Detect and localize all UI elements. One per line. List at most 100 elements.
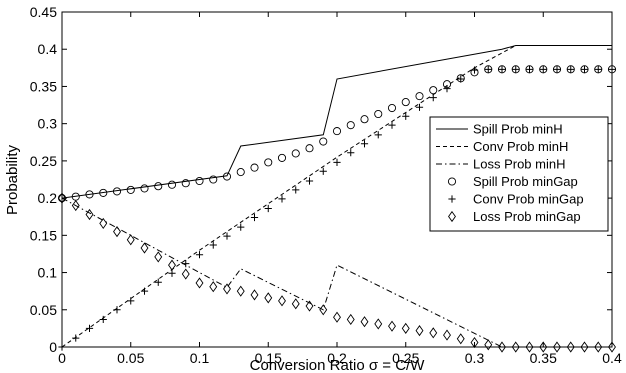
data-point-loss-prob-mingap [305,300,314,312]
data-point-conv-prob-mingap [319,167,327,175]
data-point-loss-prob-mingap [154,251,163,263]
data-point-loss-prob-mingap [291,298,300,310]
data-point-conv-prob-mingap [539,65,547,73]
y-tick-label: 0.2 [38,190,58,206]
legend: Spill Prob minH Conv Prob minH Loss Prob m… [429,116,609,232]
data-point-conv-prob-mingap [223,232,231,240]
data-point-conv-prob-mingap [512,65,520,73]
data-point-conv-prob-mingap [402,112,410,120]
data-point-conv-prob-mingap [250,213,259,222]
x-tick-label: 0.25 [392,350,419,366]
data-point-loss-prob-mingap [195,277,204,289]
data-point-loss-prob-mingap [85,208,94,221]
data-point-spill-prob-mingap [250,163,259,172]
data-point-loss-prob-mingap [319,304,328,316]
data-point-conv-prob-mingap [99,315,107,324]
data-point-loss-prob-mingap [278,295,286,307]
data-point-loss-prob-mingap [113,226,121,238]
data-point-loss-prob-mingap [443,329,451,341]
data-point-loss-prob-mingap [360,316,369,328]
data-point-spill-prob-mingap [374,109,383,119]
x-tick-label: 0.1 [190,350,210,366]
data-point-loss-prob-mingap [511,341,520,353]
data-point-loss-prob-mingap [264,292,273,304]
data-point-conv-prob-mingap [278,195,286,203]
data-point-spill-prob-mingap [222,172,232,181]
x-tick-label: 0.15 [255,350,282,366]
data-point-loss-prob-mingap [126,234,135,246]
legend-label: Loss Prob minH [473,157,565,172]
data-point-loss-prob-mingap [553,341,561,353]
y-axis-label: Probability [4,144,21,215]
series-conv-prob-mingap [58,65,616,351]
data-point-loss-prob-mingap [209,281,218,293]
data-point-spill-prob-mingap [332,127,342,136]
data-point-spill-prob-mingap [415,92,424,101]
data-point-spill-prob-mingap [277,153,287,162]
data-point-conv-prob-mingap [72,334,80,342]
data-point-conv-prob-mingap [429,94,437,102]
data-point-spill-prob-mingap [85,190,94,199]
data-point-spill-prob-mingap [319,137,328,146]
data-point-conv-prob-mingap [237,223,245,231]
data-point-spill-prob-mingap [305,144,314,153]
legend-label: Loss Prob minGap [473,209,581,224]
data-point-conv-prob-mingap [154,278,162,286]
legend-swatch [448,210,456,223]
data-point-loss-prob-mingap [580,341,589,353]
x-tick-label: 0 [58,350,66,366]
legend-swatch [448,195,456,203]
data-point-loss-prob-mingap [498,341,506,353]
data-point-spill-prob-mingap [401,98,410,107]
data-point-conv-prob-mingap [85,324,94,332]
data-point-spill-prob-mingap [140,184,149,193]
y-tick-label: 0 [49,339,57,355]
y-tick-label: 0.35 [30,78,57,94]
data-point-loss-prob-mingap [250,289,259,301]
y-tick-label: 0.3 [38,116,58,132]
data-point-loss-prob-mingap [484,339,493,351]
data-point-loss-prob-mingap [566,341,575,353]
y-tick-label: 0.1 [38,265,58,281]
data-point-conv-prob-mingap [457,75,465,83]
data-point-spill-prob-mingap [181,179,190,188]
data-point-conv-prob-mingap [388,121,396,129]
data-point-loss-prob-mingap [99,217,108,230]
data-point-spill-prob-mingap [264,158,273,167]
data-point-conv-prob-mingap [264,204,272,213]
data-point-spill-prob-mingap [360,115,369,124]
data-point-conv-prob-mingap [498,65,506,73]
x-axis-label: Conversion Ratio σ = C/W [250,357,426,373]
y-tick-label: 0.4 [38,41,58,57]
legend-label: Spill Prob minGap [473,174,578,189]
data-point-spill-prob-mingap [429,86,438,95]
x-tick-label: 0.4 [602,350,622,366]
data-point-spill-prob-mingap [291,149,300,158]
data-point-spill-prob-mingap [346,121,355,130]
data-point-loss-prob-mingap [525,341,534,353]
legend-label: Spill Prob minH [473,122,563,137]
data-point-conv-prob-mingap [470,66,479,74]
data-point-loss-prob-mingap [168,259,176,271]
data-point-loss-prob-mingap [415,325,424,337]
data-point-loss-prob-mingap [594,341,603,353]
data-point-spill-prob-mingap [236,168,245,177]
data-point-loss-prob-mingap [456,333,465,345]
data-point-conv-prob-mingap [484,65,492,73]
data-point-conv-prob-mingap [292,186,300,194]
series-conv-prob-minh [61,45,612,348]
data-point-conv-prob-mingap [580,65,589,73]
data-point-conv-prob-mingap [415,103,424,111]
legend-box [429,116,609,232]
data-point-conv-prob-mingap [567,65,575,73]
data-point-loss-prob-mingap [539,341,548,353]
data-point-loss-prob-mingap [236,285,245,297]
x-tick-label: 0.35 [530,350,557,366]
data-point-loss-prob-mingap [401,322,410,334]
data-point-conv-prob-mingap [374,131,382,139]
series-line-spill-prob-minh [61,45,612,199]
y-tick-label: 0.05 [30,302,57,318]
legend-label: Conv Prob minGap [473,192,584,207]
series-loss-prob-mingap [58,192,616,353]
